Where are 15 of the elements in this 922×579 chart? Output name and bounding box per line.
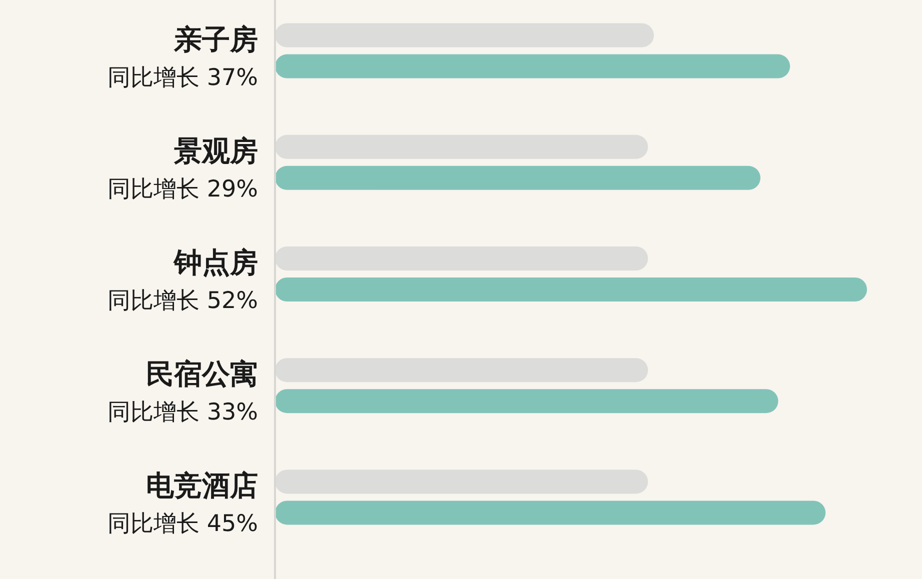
bar (275, 166, 760, 190)
y-tick-label: 电竞酒店 (146, 469, 258, 502)
bar (275, 278, 867, 302)
bar (275, 54, 790, 78)
y-tick-label: 钟点房 (173, 246, 258, 279)
text: 同比增长 52% (108, 288, 258, 314)
text: 同比增长 33% (108, 400, 258, 426)
y-tick-label: 民宿公寓 (146, 358, 258, 391)
text: 同比增长 37% (108, 64, 258, 91)
text: 同比增长 45% (108, 511, 258, 538)
bar (275, 500, 826, 525)
bar (275, 389, 778, 414)
y-tick-label: 亲子房 (173, 22, 258, 56)
text: 同比增长 29% (108, 176, 258, 202)
y-tick-label: 景观房 (173, 134, 258, 168)
